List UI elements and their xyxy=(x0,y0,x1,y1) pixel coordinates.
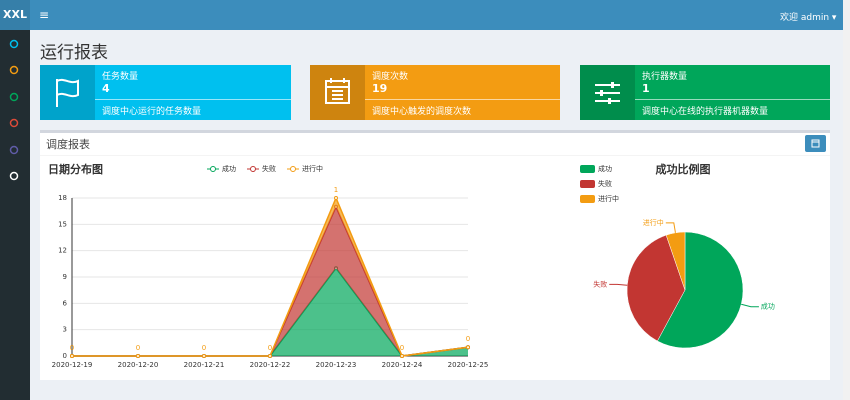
x-tick-label: 2020-12-22 xyxy=(250,361,291,369)
x-tick-label: 2020-12-21 xyxy=(184,361,225,369)
line xyxy=(72,268,468,356)
legend-label: 失败 xyxy=(262,164,276,173)
data-label: 1 xyxy=(334,186,338,194)
data-label: 0 xyxy=(136,344,140,352)
legend-label: 进行中 xyxy=(598,194,619,203)
point xyxy=(401,355,404,358)
x-tick-label: 2020-12-19 xyxy=(52,361,93,369)
y-tick-label: 18 xyxy=(58,194,67,202)
leader-line xyxy=(609,284,627,285)
legend-label: 成功 xyxy=(598,164,612,173)
data-label: 0 xyxy=(268,344,272,352)
point xyxy=(71,355,74,358)
leader-line xyxy=(666,223,676,233)
area xyxy=(72,268,468,356)
data-label: 0 xyxy=(466,335,470,343)
y-tick-label: 9 xyxy=(63,273,67,281)
legend-label: 失败 xyxy=(598,179,612,188)
legend-swatch xyxy=(580,195,595,203)
area xyxy=(72,207,468,356)
chart-title: 成功比例图 xyxy=(656,162,711,176)
y-tick-label: 12 xyxy=(58,247,67,255)
point xyxy=(269,355,272,358)
legend-marker xyxy=(211,167,216,172)
legend-swatch xyxy=(580,180,595,188)
legend-label: 进行中 xyxy=(302,164,323,173)
chart-title: 日期分布图 xyxy=(48,162,103,176)
line xyxy=(72,207,468,356)
x-tick-label: 2020-12-20 xyxy=(118,361,159,369)
x-tick-label: 2020-12-25 xyxy=(448,361,489,369)
legend-marker xyxy=(291,167,296,172)
x-tick-label: 2020-12-24 xyxy=(382,361,423,369)
point xyxy=(467,346,470,349)
data-label: 0 xyxy=(202,344,206,352)
point xyxy=(137,355,140,358)
legend-marker xyxy=(251,167,256,172)
y-tick-label: 3 xyxy=(63,326,67,334)
y-tick-label: 0 xyxy=(63,352,67,360)
point xyxy=(335,197,338,200)
y-tick-label: 6 xyxy=(63,299,68,307)
data-label: 0 xyxy=(70,344,74,352)
slice-label: 成功 xyxy=(761,302,775,311)
legend-label: 成功 xyxy=(222,164,236,173)
data-label: 0 xyxy=(400,344,404,352)
x-tick-label: 2020-12-23 xyxy=(316,361,357,369)
slice-label: 进行中 xyxy=(643,218,664,227)
y-tick-label: 15 xyxy=(58,220,67,228)
slice-label: 失败 xyxy=(593,279,607,288)
point xyxy=(203,355,206,358)
leader-line xyxy=(741,304,759,306)
legend-swatch xyxy=(580,165,595,173)
